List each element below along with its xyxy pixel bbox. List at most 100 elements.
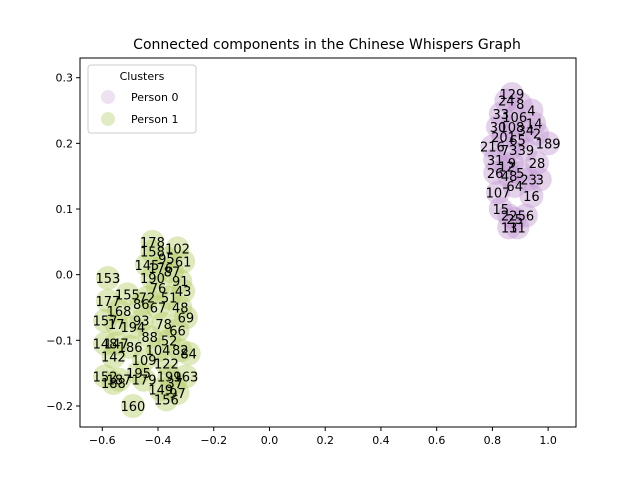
point-s0-14: [480, 134, 505, 159]
point-label-s1-9: 190: [140, 272, 165, 287]
point-label-s1-32: 186: [118, 341, 143, 356]
legend-marker-person-1: [101, 112, 115, 126]
point-s1-39: [126, 361, 151, 386]
y-tick-label-1: −0.1: [46, 334, 73, 347]
point-s1-3: [154, 246, 179, 271]
point-s0-29: [488, 197, 513, 222]
point-s1-32: [118, 334, 143, 359]
point-label-s0-30: 22: [501, 210, 518, 225]
point-s0-12: [505, 128, 530, 153]
point-label-s1-31: 147: [104, 338, 129, 353]
point-s1-8: [95, 265, 120, 290]
point-s1-31: [104, 331, 129, 356]
point-label-s0-23: 48: [501, 170, 518, 185]
point-s1-42: [93, 364, 118, 389]
point-label-s0-29: 15: [492, 203, 509, 218]
point-label-s1-42: 152: [93, 370, 118, 385]
point-s1-44: [132, 367, 157, 392]
point-label-s1-13: 155: [115, 288, 140, 303]
point-label-s1-39: 195: [126, 367, 151, 382]
point-label-s0-22: 5: [516, 167, 524, 182]
point-s0-26: [502, 174, 527, 199]
legend-title: Clusters: [120, 70, 165, 83]
point-label-s1-2: 158: [140, 246, 165, 261]
point-s1-24: [151, 311, 176, 336]
y-tick-label-4: 0.2: [56, 137, 74, 150]
point-s0-30: [497, 203, 522, 228]
point-s0-16: [513, 137, 538, 162]
point-label-s1-28: 88: [141, 331, 158, 346]
point-label-s0-34: 11: [509, 221, 526, 236]
point-s0-15: [497, 137, 522, 162]
point-s0-9: [513, 118, 538, 143]
point-s1-7: [159, 259, 184, 284]
point-s1-45: [162, 371, 187, 396]
point-label-s1-44: 179: [132, 374, 157, 389]
point-s1-16: [95, 288, 120, 313]
x-tick-label-5: 0.4: [372, 434, 390, 447]
point-s1-14: [134, 285, 159, 310]
point-label-s0-16: 39: [518, 144, 535, 159]
point-label-s1-34: 82: [172, 344, 189, 359]
point-s0-1: [494, 88, 519, 113]
point-s0-24: [516, 167, 541, 192]
point-s1-6: [148, 256, 173, 281]
point-s0-32: [502, 206, 527, 231]
point-label-s1-8: 153: [95, 272, 120, 287]
point-s1-30: [93, 331, 118, 356]
point-s0-17: [483, 147, 508, 172]
point-s1-47: [148, 377, 173, 402]
y-axis: −0.2 −0.1 0.0 0.1 0.2 0.3: [46, 72, 80, 413]
x-axis: −0.6 −0.4 −0.2 0.0 0.2 0.4 0.6 0.8 1.0: [89, 427, 557, 447]
point-s1-23: [129, 308, 154, 333]
point-label-s0-3: 4: [527, 105, 535, 120]
point-s0-6: [522, 111, 547, 136]
point-label-s1-46: 188: [101, 377, 126, 392]
point-s1-43: [107, 367, 132, 392]
point-s0-33: [497, 215, 522, 240]
point-s0-10: [524, 121, 549, 146]
legend-label-person-1: Person 1: [131, 113, 178, 126]
point-label-s0-14: 216: [480, 141, 505, 156]
point-label-s1-40: 199: [157, 370, 182, 385]
point-label-s1-5: 145: [134, 259, 159, 274]
point-label-s1-15: 51: [161, 292, 178, 307]
point-label-s0-24: 23: [520, 173, 537, 188]
point-label-s0-1: 24: [498, 95, 515, 110]
point-s1-11: [146, 275, 171, 300]
point-label-s1-30: 148: [93, 338, 118, 353]
point-s0-2: [508, 91, 533, 116]
point-s1-26: [120, 315, 145, 340]
point-s1-34: [168, 338, 193, 363]
point-s0-4: [488, 101, 513, 126]
chart-title: Connected components in the Chinese Whis…: [133, 37, 521, 53]
plot-frame: [79, 57, 577, 428]
point-s1-48: [165, 380, 190, 405]
point-s0-21: [483, 160, 508, 185]
point-s0-11: [491, 124, 516, 149]
point-s1-35: [176, 341, 201, 366]
point-label-s0-32: 25: [506, 213, 523, 228]
point-label-s1-18: 67: [150, 302, 167, 317]
point-label-s0-11: 201: [491, 131, 516, 146]
point-label-s1-1: 102: [165, 242, 190, 257]
point-label-s1-17: 86: [133, 298, 150, 313]
legend: Clusters Person 0 Person 1: [87, 64, 197, 134]
point-label-s0-31: 56: [518, 210, 535, 225]
legend-marker-person-0: [101, 90, 115, 104]
point-label-s1-50: 160: [121, 400, 146, 415]
point-label-s1-43: 187: [107, 374, 132, 389]
point-s0-25: [527, 167, 552, 192]
x-tick-label-6: 0.6: [428, 434, 446, 447]
point-label-s1-20: 168: [107, 305, 132, 320]
point-label-s0-8: 108: [499, 121, 524, 136]
point-label-s1-6: 176: [148, 262, 173, 277]
point-s1-27: [165, 318, 190, 343]
point-label-s1-45: 37: [166, 377, 183, 392]
x-tick-label-7: 0.8: [484, 434, 502, 447]
point-s0-7: [485, 114, 510, 139]
point-s1-38: [154, 351, 179, 376]
point-label-s1-19: 48: [172, 302, 189, 317]
